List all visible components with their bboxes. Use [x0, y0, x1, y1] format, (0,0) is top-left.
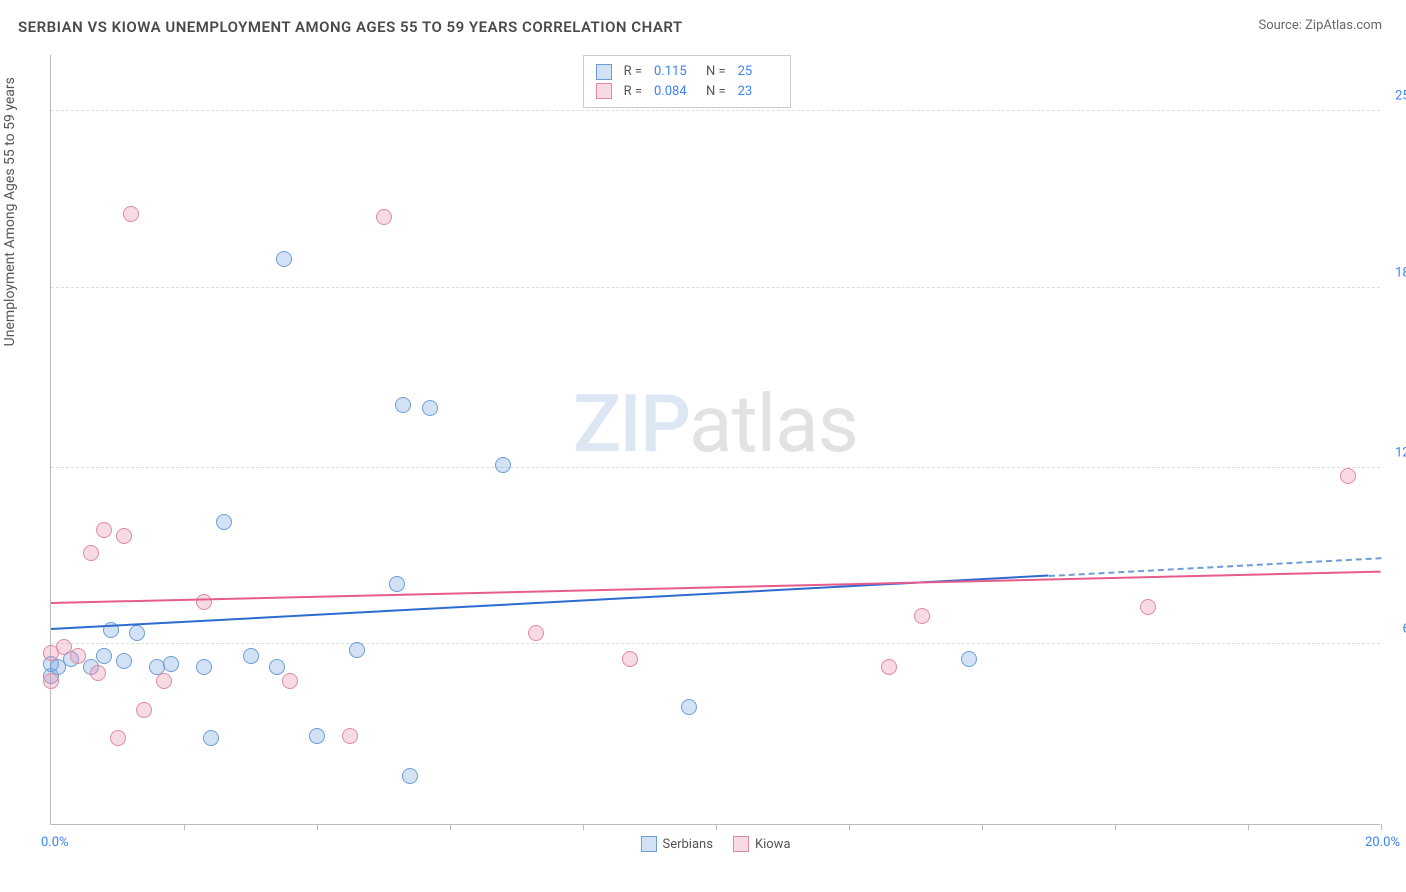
- data-point: [528, 625, 544, 641]
- x-tick: [1248, 824, 1249, 830]
- data-point: [83, 545, 99, 561]
- stat-r-label: R =: [624, 62, 642, 82]
- x-tick: [716, 824, 717, 830]
- data-point: [1340, 468, 1356, 484]
- stats-row: R = 0.084 N = 23: [596, 82, 778, 102]
- data-point: [269, 659, 285, 675]
- watermark-atlas: atlas: [689, 377, 858, 471]
- data-point: [389, 576, 405, 592]
- legend-swatch: [733, 836, 749, 852]
- stat-n-value: 23: [738, 82, 778, 102]
- x-tick: [849, 824, 850, 830]
- x-tick: [1381, 824, 1382, 830]
- y-tick-label: 18.8%: [1395, 265, 1406, 280]
- data-point: [70, 648, 86, 664]
- stat-n-label: N =: [706, 62, 726, 82]
- data-point: [402, 768, 418, 784]
- gridline: [51, 643, 1380, 644]
- series-swatch: [596, 83, 612, 99]
- x-tick: [982, 824, 983, 830]
- data-point: [376, 209, 392, 225]
- data-point: [495, 457, 511, 473]
- data-point: [881, 659, 897, 675]
- y-tick-label: 6.3%: [1402, 622, 1406, 637]
- plot-area: ZIPatlas R =0.115N =25R =0.084N =23 Serb…: [50, 55, 1380, 825]
- data-point: [196, 594, 212, 610]
- series-legend: Serbians Kiowa: [640, 836, 790, 852]
- x-min-label: 0.0%: [41, 835, 69, 850]
- watermark-zip: ZIP: [573, 377, 689, 471]
- data-point: [914, 608, 930, 624]
- source-label: Source:: [1258, 18, 1305, 33]
- source-attribution: Source: ZipAtlas.com: [1258, 18, 1382, 33]
- legend-item: Kiowa: [733, 836, 791, 852]
- x-max-label: 20.0%: [1365, 835, 1400, 850]
- y-tick-label: 25.0%: [1395, 89, 1406, 104]
- legend-label: Kiowa: [755, 837, 791, 852]
- data-point: [96, 648, 112, 664]
- data-point: [282, 673, 298, 689]
- watermark: ZIPatlas: [573, 377, 858, 471]
- data-point: [622, 651, 638, 667]
- x-tick: [1115, 824, 1116, 830]
- data-point: [156, 673, 172, 689]
- data-point: [116, 653, 132, 669]
- data-point: [203, 730, 219, 746]
- stat-r-value: 0.115: [654, 62, 694, 82]
- y-axis-label: Unemployment Among Ages 55 to 59 years: [2, 77, 18, 346]
- series-swatch: [596, 64, 612, 80]
- x-tick: [583, 824, 584, 830]
- stats-row: R = 0.115 N = 25: [596, 62, 778, 82]
- data-point: [349, 642, 365, 658]
- gridline: [51, 467, 1380, 468]
- x-tick: [317, 824, 318, 830]
- data-point: [96, 522, 112, 538]
- gridline: [51, 287, 1380, 288]
- gridline: [51, 110, 1380, 111]
- legend-item: Serbians: [640, 836, 712, 852]
- data-point: [129, 625, 145, 641]
- data-point: [136, 702, 152, 718]
- data-point: [90, 665, 106, 681]
- data-point: [116, 528, 132, 544]
- legend-swatch: [640, 836, 656, 852]
- data-point: [342, 728, 358, 744]
- data-point: [43, 673, 59, 689]
- stat-r-label: R =: [624, 82, 642, 102]
- data-point: [276, 251, 292, 267]
- x-tick: [184, 824, 185, 830]
- stat-r-value: 0.084: [654, 82, 694, 102]
- stat-n-label: N =: [706, 82, 726, 102]
- data-point: [395, 397, 411, 413]
- data-point: [422, 400, 438, 416]
- data-point: [309, 728, 325, 744]
- trend-line: [51, 571, 1381, 604]
- data-point: [163, 656, 179, 672]
- data-point: [961, 651, 977, 667]
- data-point: [243, 648, 259, 664]
- x-tick: [450, 824, 451, 830]
- data-point: [1140, 599, 1156, 615]
- y-tick-label: 12.5%: [1395, 445, 1406, 460]
- data-point: [196, 659, 212, 675]
- source-name: ZipAtlas.com: [1305, 18, 1382, 33]
- stats-legend-box: R = 0.115 N = 25 R = 0.084 N = 23: [583, 55, 791, 108]
- legend-label: Serbians: [662, 837, 712, 852]
- data-point: [681, 699, 697, 715]
- stat-n-value: 25: [738, 62, 778, 82]
- chart-title: SERBIAN VS KIOWA UNEMPLOYMENT AMONG AGES…: [18, 18, 683, 36]
- data-point: [110, 730, 126, 746]
- data-point: [123, 206, 139, 222]
- data-point: [216, 514, 232, 530]
